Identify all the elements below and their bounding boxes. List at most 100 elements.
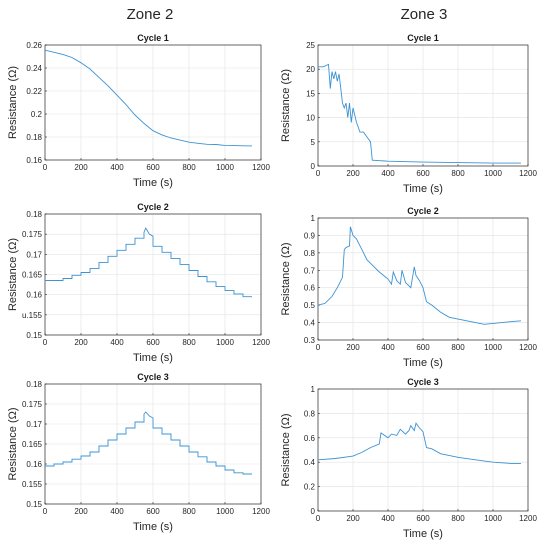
y-tick-label: 0.2 bbox=[304, 483, 316, 492]
chart-title: Cycle 1 bbox=[137, 33, 169, 43]
x-tick-label: 400 bbox=[110, 507, 124, 516]
y-tick-label: 0.26 bbox=[26, 41, 42, 50]
y-tick-label: 0.6 bbox=[304, 284, 316, 293]
chart-panel-4: 0 200 400 600 800 1000 1200 0.3 0.4 0.5 0.6 0.7 0.8 0… bbox=[280, 206, 537, 369]
x-tick-label: 400 bbox=[110, 338, 124, 347]
y-tick-label: 0.4 bbox=[304, 458, 316, 467]
zone-3-title: Zone 3 bbox=[400, 6, 448, 23]
y-tick-label: 0.175 bbox=[22, 400, 43, 409]
x-tick-label: 1200 bbox=[519, 343, 537, 352]
series-line bbox=[318, 63, 521, 164]
x-tick-label: 400 bbox=[110, 163, 124, 172]
y-tick-label: 0.18 bbox=[26, 210, 42, 219]
chart-panel-3: 0 200 400 600 800 1000 1200 0.15 u.155 0.16 0.165 0… bbox=[7, 202, 270, 364]
series-line bbox=[317, 226, 522, 325]
series-line bbox=[45, 411, 252, 475]
x-tick-label: 200 bbox=[74, 163, 88, 172]
x-axis-label: Time (s) bbox=[403, 183, 443, 195]
y-tick-label: 0 bbox=[311, 162, 316, 171]
x-tick-label: 800 bbox=[182, 338, 196, 347]
y-axis-label: Resistance (Ω) bbox=[7, 66, 19, 139]
y-tick-label: 0.165 bbox=[22, 271, 43, 280]
x-tick-label: 600 bbox=[146, 163, 160, 172]
x-tick-label: 0 bbox=[43, 338, 48, 347]
y-tick-label: 0 bbox=[311, 507, 316, 516]
series-line bbox=[317, 422, 521, 464]
x-axis-label: Time (s) bbox=[403, 528, 443, 540]
y-tick-label: 0.2 bbox=[31, 110, 43, 119]
x-tick-label: 1000 bbox=[484, 514, 502, 523]
x-tick-label: 400 bbox=[381, 343, 395, 352]
y-tick-label: 0.15 bbox=[26, 331, 42, 340]
y-tick-label: 0.22 bbox=[26, 87, 42, 96]
x-axis-label: Time (s) bbox=[403, 357, 443, 369]
x-tick-label: 600 bbox=[146, 338, 160, 347]
chart-panel-6: 0 200 400 600 800 1000 1200 0 0.2 0.4 0.6 0.8 1 Cycle… bbox=[280, 377, 537, 540]
y-tick-label: 0.5 bbox=[304, 301, 316, 310]
y-tick-label: 20 bbox=[306, 65, 315, 74]
y-tick-label: 0.16 bbox=[26, 291, 42, 300]
y-axis-label: Resistance (Ω) bbox=[280, 242, 292, 315]
x-tick-label: 1200 bbox=[252, 507, 270, 516]
chart-title: Cycle 3 bbox=[407, 377, 439, 387]
x-tick-label: 1200 bbox=[252, 163, 270, 172]
x-tick-label: 0 bbox=[316, 514, 321, 523]
y-tick-label: 0.15 bbox=[26, 500, 42, 509]
y-tick-label: 0.8 bbox=[304, 409, 316, 418]
y-tick-label: 0.6 bbox=[304, 434, 316, 443]
x-axis-label: Time (s) bbox=[133, 352, 173, 364]
y-tick-label: 0.18 bbox=[26, 133, 42, 142]
y-tick-label: u.155 bbox=[22, 311, 43, 320]
x-tick-label: 0 bbox=[43, 163, 48, 172]
x-axis-label: Time (s) bbox=[133, 521, 173, 533]
x-tick-label: 1000 bbox=[484, 169, 502, 178]
y-tick-label: 0.18 bbox=[26, 380, 42, 389]
x-tick-label: 400 bbox=[381, 514, 395, 523]
y-axis-label: Resistance (Ω) bbox=[7, 407, 19, 480]
x-tick-label: 600 bbox=[416, 169, 430, 178]
y-tick-label: 0.8 bbox=[304, 249, 316, 258]
y-tick-label: 0.16 bbox=[26, 156, 42, 165]
x-tick-label: 800 bbox=[451, 169, 465, 178]
zone-2-title: Zone 2 bbox=[126, 6, 174, 23]
x-tick-label: 200 bbox=[74, 338, 88, 347]
y-tick-label: 0.7 bbox=[304, 266, 316, 275]
y-tick-label: 1 bbox=[311, 214, 316, 223]
x-tick-label: 200 bbox=[74, 507, 88, 516]
chart-panel-2: 0 200 400 600 800 1000 1200 0 5 10 15 20 25 Cycle 1 Ti… bbox=[280, 33, 537, 195]
y-tick-label: 0.3 bbox=[304, 336, 316, 345]
y-tick-label: 0.175 bbox=[22, 230, 43, 239]
x-tick-label: 1000 bbox=[216, 163, 234, 172]
y-tick-label: 0.16 bbox=[26, 460, 42, 469]
x-tick-label: 1200 bbox=[519, 514, 537, 523]
y-tick-label: 15 bbox=[306, 89, 315, 98]
y-tick-label: 10 bbox=[306, 114, 315, 123]
x-tick-label: 600 bbox=[416, 514, 430, 523]
x-tick-label: 1200 bbox=[519, 169, 537, 178]
y-tick-label: 1 bbox=[311, 385, 316, 394]
chart-title: Cycle 2 bbox=[407, 206, 439, 216]
chart-title: Cycle 3 bbox=[137, 372, 169, 382]
y-tick-label: 5 bbox=[311, 138, 316, 147]
y-tick-label: 0.17 bbox=[26, 250, 42, 259]
series-line bbox=[44, 49, 253, 147]
x-tick-label: 400 bbox=[381, 169, 395, 178]
chart-title: Cycle 1 bbox=[407, 33, 439, 43]
y-tick-label: 0.24 bbox=[26, 64, 42, 73]
y-tick-label: 0.4 bbox=[304, 319, 316, 328]
y-tick-label: 0.155 bbox=[22, 480, 43, 489]
x-tick-label: 0 bbox=[43, 507, 48, 516]
series-line bbox=[45, 227, 252, 298]
x-tick-label: 600 bbox=[146, 507, 160, 516]
y-axis-label: Resistance (Ω) bbox=[280, 413, 292, 486]
x-tick-label: 200 bbox=[346, 169, 360, 178]
x-tick-label: 1000 bbox=[216, 507, 234, 516]
x-tick-label: 800 bbox=[451, 514, 465, 523]
x-tick-label: 0 bbox=[316, 169, 321, 178]
y-tick-label: 0.9 bbox=[304, 231, 316, 240]
x-tick-label: 1200 bbox=[252, 338, 270, 347]
x-tick-label: 200 bbox=[346, 343, 360, 352]
x-tick-label: 0 bbox=[316, 343, 321, 352]
y-tick-label: 0.165 bbox=[22, 440, 43, 449]
